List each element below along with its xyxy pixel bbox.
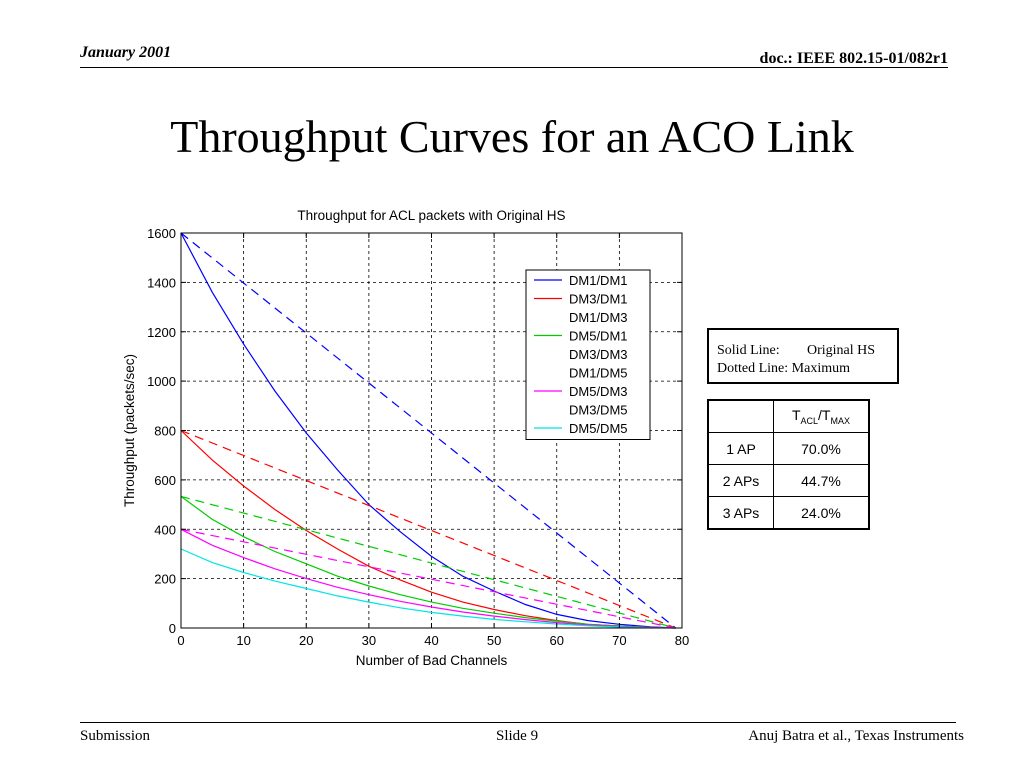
chart-title: Throughput for ACL packets with Original… xyxy=(297,208,565,223)
legend-label: DM5/DM1 xyxy=(569,329,628,344)
x-tick-label: 40 xyxy=(424,633,438,648)
line-style-key: Solid Line: Original HS Dotted Line: Maxi… xyxy=(707,328,899,384)
legend-label: DM1/DM5 xyxy=(569,366,628,381)
row-value: 70.0% xyxy=(773,432,870,465)
series-line xyxy=(180,232,677,629)
header-max-sub: MAX xyxy=(830,415,851,426)
table-row: 2 APs 44.7% xyxy=(707,464,870,497)
table-header-ratio: TACL/TMAX xyxy=(773,399,870,433)
slide-title: Throughput Curves for an ACO Link xyxy=(170,111,854,162)
solid-line-label: Solid Line: xyxy=(717,343,780,358)
legend-label: DM1/DM3 xyxy=(569,310,628,325)
legend-label: DM1/DM1 xyxy=(569,273,628,288)
y-tick-label: 600 xyxy=(154,473,176,488)
y-tick-label: 800 xyxy=(154,424,176,439)
x-axis-label: Number of Bad Channels xyxy=(356,653,508,668)
series-line xyxy=(180,548,676,629)
header-t2: /T xyxy=(818,407,831,424)
x-tick-label: 20 xyxy=(299,633,313,648)
footer-rule xyxy=(80,722,956,723)
row-label: 3 APs xyxy=(707,496,774,530)
slide-date: January 2001 xyxy=(80,44,172,61)
header-t1: T xyxy=(791,407,801,424)
table-row: 3 APs 24.0% xyxy=(707,496,870,530)
series-line xyxy=(180,495,676,629)
dotted-line-value: Maximum xyxy=(791,361,850,376)
x-tick-label: 30 xyxy=(362,633,376,648)
x-tick-label: 0 xyxy=(177,633,184,648)
legend-label: DM3/DM5 xyxy=(569,403,628,418)
x-tick-label: 60 xyxy=(550,633,564,648)
x-tick-label: 10 xyxy=(236,633,250,648)
footer-slide-number: Slide 9 xyxy=(496,728,539,744)
throughput-ratio-table: TACL/TMAX 1 AP 70.0% 2 APs 44.7% 3 APs 2… xyxy=(707,399,870,530)
table-header-empty xyxy=(707,399,774,433)
y-tick-label: 1000 xyxy=(147,374,176,389)
y-tick-label: 400 xyxy=(154,522,176,537)
legend-label: DM3/DM1 xyxy=(569,292,628,307)
y-tick-label: 200 xyxy=(154,572,176,587)
footer-submission: Submission xyxy=(80,728,151,744)
table-row: 1 AP 70.0% xyxy=(707,432,870,465)
table-header-row: TACL/TMAX xyxy=(707,399,870,433)
row-value: 24.0% xyxy=(773,496,870,530)
x-tick-label: 50 xyxy=(487,633,501,648)
x-tick-label: 80 xyxy=(675,633,689,648)
solid-line-value: Original HS xyxy=(807,343,876,358)
y-tick-label: 1400 xyxy=(147,275,176,290)
series-line xyxy=(180,495,676,629)
series-line xyxy=(180,528,676,629)
legend-label: DM5/DM5 xyxy=(569,421,628,436)
y-tick-label: 0 xyxy=(169,621,176,636)
header-acl-sub: ACL xyxy=(800,415,819,426)
row-value: 44.7% xyxy=(773,464,870,497)
series-line xyxy=(180,232,676,629)
series-line xyxy=(180,528,676,629)
legend-label: DM5/DM3 xyxy=(569,384,628,399)
document-id: doc.: IEEE 802.15-01/082r1 xyxy=(759,50,948,67)
footer-authors: Anuj Batra et al., Texas Instruments xyxy=(748,728,964,744)
legend-label: DM3/DM3 xyxy=(569,347,628,362)
dotted-line-label: Dotted Line: xyxy=(717,361,789,376)
row-label: 1 AP xyxy=(707,432,774,465)
y-tick-label: 1600 xyxy=(147,226,176,241)
series-line xyxy=(180,429,676,629)
y-tick-label: 1200 xyxy=(147,325,176,340)
y-axis-label: Throughput (packets/sec) xyxy=(122,354,137,507)
chart-legend: DM1/DM1 DM3/DM1 DM1/DM3 DM5/DM1 DM3/DM3 DM1/D… xyxy=(525,269,651,440)
row-label: 2 APs xyxy=(707,464,774,497)
x-tick-label: 70 xyxy=(612,633,626,648)
header-rule xyxy=(80,67,948,68)
